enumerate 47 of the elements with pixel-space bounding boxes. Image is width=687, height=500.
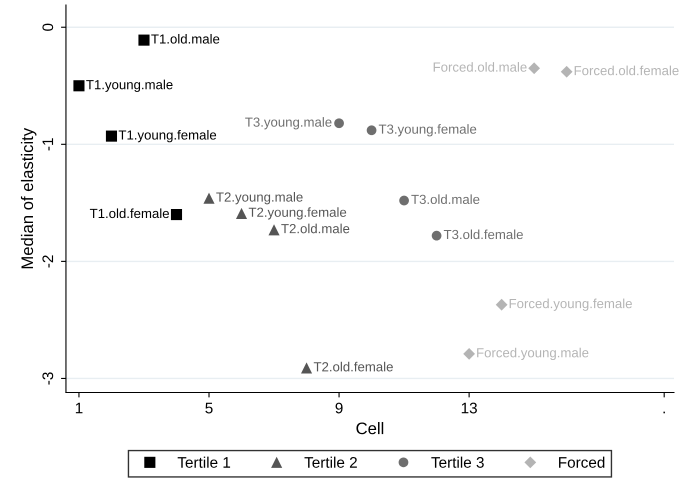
data-label: T3.young.female [378,124,476,136]
point [432,230,442,240]
point [203,192,215,204]
data-label: T3.old.female [444,229,523,240]
x-tick-label: 13 [462,402,477,414]
data-label: T3.old.male [411,194,480,204]
data-label: T1.young.female [118,130,216,142]
data-label: T2.old.male [281,224,350,234]
data-label: Forced.old.female [574,66,679,76]
point [528,62,540,74]
x-tick-label: 5 [205,402,213,414]
data-label: T2.young.female [248,207,346,220]
y-tick-label: -2 [42,255,54,268]
data-label: T1.young.male [86,80,173,92]
point [268,224,280,236]
x-tick-label: . [663,412,665,414]
data-label: Forced.young.female [510,298,632,311]
y-tick-label: -1 [42,138,54,150]
point [463,348,476,360]
point [138,34,150,46]
data-label: Forced.old.male [434,62,527,72]
y-tick-label: 0 [42,24,54,31]
point [496,298,508,311]
data-label: T3.young.male [245,117,332,130]
y-tick-label: -3 [42,372,54,385]
legend-label: Tertile 1 [178,456,230,468]
point [366,125,376,136]
data-label: T2.young.male [216,192,303,204]
data-label: T1.old.female [90,208,169,218]
data-label: T2.old.female [314,362,393,372]
x-tick-label: 9 [336,402,343,414]
legend-label: Tertile 2 [304,456,357,468]
point [73,80,85,92]
point [300,362,312,374]
x-tick-label: 1 [76,402,82,414]
point [106,130,118,142]
point [399,196,409,206]
data-label: Forced.young.male [477,348,588,360]
legend-label: Forced [559,456,604,468]
x-axis-title: Cell [356,422,384,434]
point [560,66,573,78]
point [334,118,344,128]
legend-label: Tertile 3 [431,456,484,468]
point [170,209,182,220]
data-label: T1.old.male [151,34,220,44]
point [236,208,248,219]
y-axis-title: Median of elasticity [20,128,36,268]
